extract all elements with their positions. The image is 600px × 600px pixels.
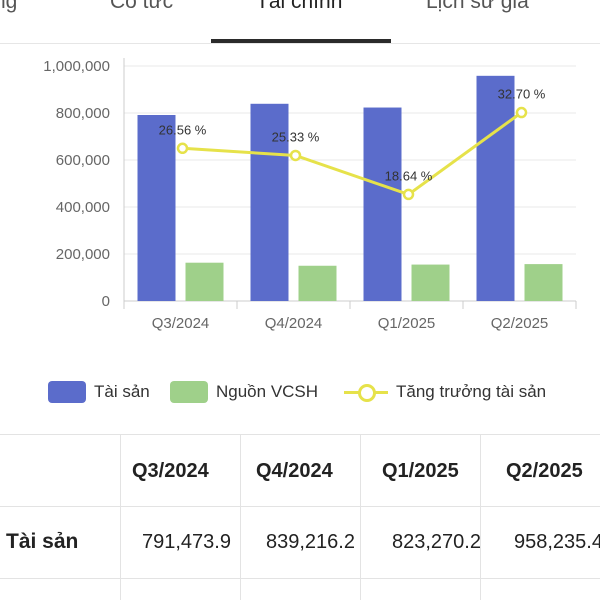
- x-tick-label: Q4/2024: [265, 315, 323, 332]
- table-header-q3-2024: Q3/2024: [132, 460, 209, 482]
- x-tick-label: Q1/2025: [378, 315, 436, 332]
- point-asset-growth: [402, 188, 415, 201]
- bar-assets: [250, 103, 289, 301]
- data-label-asset-growth: 18.64 %: [385, 168, 433, 183]
- table-header-q4-2024: Q4/2024: [256, 460, 333, 482]
- legend-label-equity: Nguồn VCSH: [216, 382, 319, 401]
- bar-equity: [411, 264, 450, 301]
- data-label-asset-growth: 25.33 %: [272, 129, 320, 144]
- bar-equity: [524, 264, 563, 301]
- table-column-divider: [120, 434, 121, 600]
- combo-chart: 0 200,000 400,000 600,000 800,000 1,000,000 Q3…: [43, 58, 577, 332]
- table-column-divider: [480, 434, 481, 600]
- data-label-asset-growth: 32.70 %: [498, 87, 546, 102]
- tab-partial[interactable]: ng: [0, 0, 18, 13]
- x-tick-label: Q2/2025: [491, 315, 549, 332]
- table-header-q2-2025: Q2/2025: [506, 460, 583, 482]
- table-column-divider: [240, 434, 241, 600]
- y-tick-label: 400,000: [56, 199, 110, 216]
- legend-swatch-asset-growth: [344, 381, 388, 403]
- bar-assets: [137, 115, 176, 301]
- y-tick-label: 200,000: [56, 246, 110, 263]
- data-label-asset-growth: 26.56 %: [159, 122, 207, 137]
- tab-divider: [0, 43, 600, 44]
- tab-dividends[interactable]: Cổ tức: [110, 0, 174, 13]
- legend-item-assets[interactable]: Tài sản: [48, 378, 150, 406]
- point-asset-growth: [289, 149, 302, 162]
- table-cell: 791,473.9: [142, 531, 231, 553]
- table-row-label-assets: Tài sản: [6, 530, 79, 553]
- chart-legend: Tài sản Nguồn VCSH Tăng trưởng tài sản: [0, 378, 600, 406]
- tab-finance[interactable]: Tài chính: [256, 0, 343, 13]
- legend-item-asset-growth[interactable]: Tăng trưởng tài sản: [344, 378, 546, 406]
- legend-swatch-assets: [48, 381, 86, 403]
- table-divider: [0, 506, 600, 507]
- table-divider: [0, 578, 600, 579]
- bar-assets: [476, 75, 515, 301]
- legend-swatch-equity: [170, 381, 208, 403]
- tab-bar: ng Cổ tức Tài chính Lịch sử giá: [0, 0, 600, 44]
- table-column-divider: [360, 434, 361, 600]
- table-header-q1-2025: Q1/2025: [382, 460, 459, 482]
- table-cell: 823,270.2: [392, 531, 481, 553]
- table-cell: 839,216.2: [266, 531, 355, 553]
- y-tick-label: 800,000: [56, 105, 110, 122]
- y-tick-label: 600,000: [56, 152, 110, 169]
- bar-assets: [363, 107, 402, 302]
- x-tick-label: Q3/2024: [152, 315, 210, 332]
- legend-label-assets: Tài sản: [94, 382, 150, 401]
- y-tick-label: 1,000,000: [43, 58, 110, 75]
- legend-label-asset-growth: Tăng trưởng tài sản: [396, 382, 547, 401]
- active-tab-indicator: [211, 39, 391, 43]
- table-cell: 958,235.4: [514, 531, 600, 553]
- y-tick-label: 0: [102, 293, 110, 310]
- table-border-top: [0, 434, 600, 435]
- bar-equity: [298, 265, 337, 301]
- bar-equity: [185, 262, 224, 301]
- tab-price-history[interactable]: Lịch sử giá: [426, 0, 529, 13]
- point-asset-growth: [515, 106, 528, 119]
- point-asset-growth: [176, 142, 189, 155]
- line-asset-growth: [182, 111, 523, 197]
- legend-item-equity[interactable]: Nguồn VCSH: [170, 378, 318, 406]
